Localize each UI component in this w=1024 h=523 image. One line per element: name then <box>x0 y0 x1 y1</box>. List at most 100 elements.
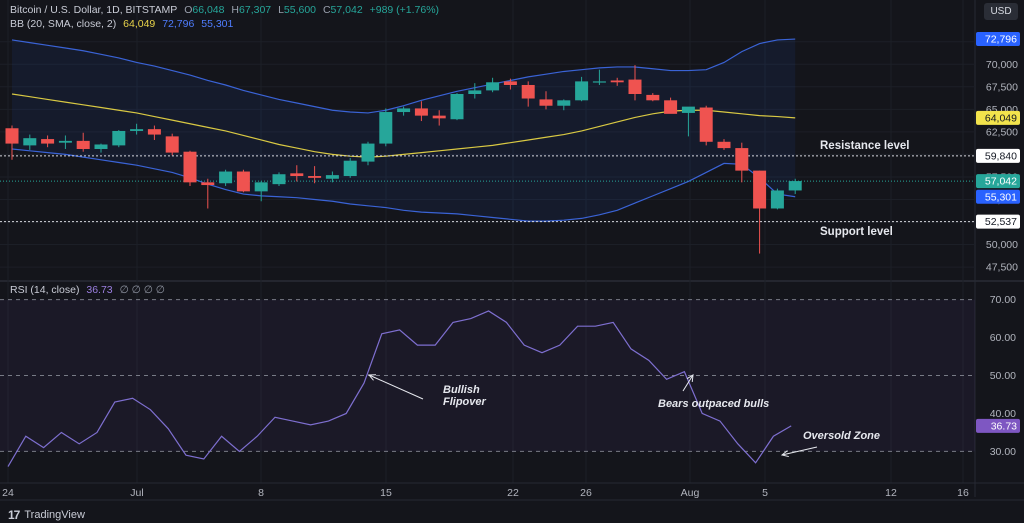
candle-body <box>130 129 144 131</box>
time-tick-label: 26 <box>580 487 592 499</box>
candle-body <box>521 84 535 99</box>
tradingview-mark-icon: 17 <box>8 508 20 522</box>
candle-body <box>397 108 411 113</box>
rsi-placeholders: ∅ ∅ ∅ ∅ <box>119 284 165 296</box>
candle-body <box>699 107 713 142</box>
tradingview-brand: TradingView <box>24 509 85 521</box>
candle-body <box>76 140 90 149</box>
candle-body <box>308 176 322 178</box>
candle-body <box>290 173 304 177</box>
high-label: H <box>231 4 240 16</box>
candle-body <box>147 129 161 135</box>
price-tag-label: 55,301 <box>985 191 1017 203</box>
price-tag-label: 36.73 <box>991 420 1017 432</box>
candle-body <box>753 170 767 209</box>
candle-body <box>557 100 571 106</box>
candle-body <box>325 175 339 179</box>
support-label: Support level <box>820 226 893 238</box>
symbol-legend: Bitcoin / U.S. Dollar, 1D, BITSTAMP O66,… <box>10 4 443 16</box>
bears-arrow <box>682 374 694 392</box>
price-tag <box>976 418 1020 433</box>
price-tick-label: 67,500 <box>986 81 1018 93</box>
oversold-arrow <box>781 446 818 456</box>
candle-body <box>450 94 464 120</box>
symbol-title: Bitcoin / U.S. Dollar, 1D, BITSTAMP <box>10 4 178 16</box>
candle-body <box>272 174 286 185</box>
bullish-line1: Bullish <box>443 384 480 396</box>
close-label: C <box>322 4 331 16</box>
candle-body <box>646 94 660 101</box>
price-tag-label: 59,840 <box>985 150 1017 162</box>
candle-body <box>343 160 357 177</box>
bullish-arrow-head <box>367 374 377 381</box>
price-tag-label: 52,537 <box>985 216 1017 228</box>
candle-body <box>503 81 517 85</box>
rsi-value: 36.73 <box>86 284 113 296</box>
bb-lower-value: 55,301 <box>201 18 234 30</box>
bullish-annotation: Bullish Flipover <box>443 384 486 408</box>
bb-upper-line <box>11 38 796 114</box>
currency-button[interactable]: USD <box>984 3 1018 20</box>
candle-body <box>664 100 678 114</box>
price-tag <box>976 174 1020 189</box>
price-tag <box>976 32 1020 47</box>
candle-body <box>183 151 197 183</box>
time-tick-label: 15 <box>380 487 392 499</box>
bb-label: BB (20, SMA, close, 2) <box>10 18 117 30</box>
rsi-tick-label: 70.00 <box>990 294 1016 306</box>
change-value: +989 (+1.76%) <box>369 4 440 16</box>
candle-body <box>486 82 500 91</box>
candle-body <box>539 99 553 106</box>
bears-arrow-head <box>686 374 694 383</box>
bb-legend[interactable]: BB (20, SMA, close, 2) 64,049 72,796 55,… <box>10 18 237 30</box>
candle-body <box>468 90 482 95</box>
rsi-tick-label: 50.00 <box>990 370 1016 382</box>
bullish-line2: Flipover <box>443 396 486 408</box>
open-value: 66,048 <box>192 4 225 16</box>
low-label: L <box>278 4 284 16</box>
rsi-tick-label: 60.00 <box>990 332 1016 344</box>
price-tag <box>976 110 1020 125</box>
price-tag-label: 72,796 <box>985 34 1017 46</box>
bb-basis-value: 64,049 <box>123 18 156 30</box>
candle-body <box>5 128 19 144</box>
rsi-legend[interactable]: RSI (14, close) 36.73 ∅ ∅ ∅ ∅ <box>10 284 169 296</box>
bb-upper-value: 72,796 <box>162 18 195 30</box>
candle-body <box>770 190 784 209</box>
candle-body <box>414 108 428 116</box>
price-tag-label: 64,049 <box>985 112 1017 124</box>
candle-body <box>41 139 55 144</box>
price-tick-label: 62,500 <box>986 126 1018 138</box>
candle-body <box>94 144 108 149</box>
bears-annotation: Bears outpaced bulls <box>658 398 770 410</box>
tradingview-logo[interactable]: 17 TradingView <box>8 508 85 522</box>
candle-body <box>681 106 695 113</box>
rsi-label: RSI (14, close) <box>10 284 80 296</box>
candle-body <box>361 143 375 162</box>
high-value: 67,307 <box>239 4 272 16</box>
bullish-arrow <box>368 374 424 400</box>
candle-body <box>379 112 393 144</box>
candle-body <box>58 140 72 143</box>
price-tag <box>976 214 1020 229</box>
price-tick-label: 70,000 <box>986 59 1018 71</box>
rsi-line <box>7 310 792 467</box>
resistance-label: Resistance level <box>820 140 910 152</box>
rsi-tick-label: 30.00 <box>990 446 1016 458</box>
candle-body <box>254 182 268 192</box>
oversold-arrow-head <box>780 450 789 458</box>
bb-lower-line <box>11 148 796 222</box>
time-tick-label: 12 <box>885 487 897 499</box>
price-tag-label: 57,042 <box>985 176 1017 188</box>
price-tick-label: 47,500 <box>986 262 1018 274</box>
time-tick-label: 16 <box>957 487 969 499</box>
candle-body <box>735 148 749 171</box>
time-tick-label: Aug <box>681 487 700 499</box>
price-tag <box>976 148 1020 163</box>
candle-body <box>610 80 624 83</box>
close-value: 57,042 <box>330 4 363 16</box>
candle-body <box>201 182 215 186</box>
candle-body <box>165 136 179 153</box>
candle-body <box>628 79 642 95</box>
